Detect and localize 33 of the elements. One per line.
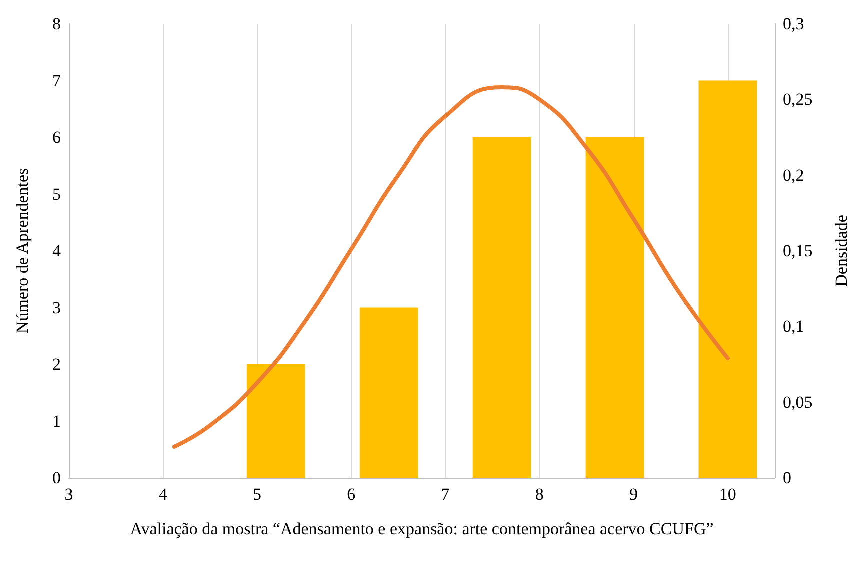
bar bbox=[472, 138, 532, 478]
bar bbox=[360, 308, 418, 478]
y2-tick-label: 0,1 bbox=[783, 317, 804, 336]
y2-tick-label: 0,25 bbox=[783, 90, 813, 110]
y2-tick-label: 0,15 bbox=[783, 242, 813, 260]
bar bbox=[246, 364, 306, 478]
x-tick-label: 7 bbox=[441, 485, 450, 504]
y2-tick-label: 0 bbox=[783, 468, 792, 488]
x-tick-label: 5 bbox=[253, 485, 262, 504]
x-tick-label: 9 bbox=[630, 485, 638, 504]
bar bbox=[586, 138, 644, 478]
y-axis-title: Número de Aprendentes bbox=[13, 168, 32, 334]
line-series bbox=[172, 86, 730, 449]
y-tick-label: 2 bbox=[52, 355, 61, 374]
x-tick-label: 10 bbox=[719, 485, 736, 504]
y-tick-label: 0 bbox=[52, 468, 61, 488]
bar bbox=[698, 80, 758, 478]
y2-tick-label: 0,05 bbox=[783, 392, 813, 412]
x-tick-label: 6 bbox=[347, 485, 356, 504]
x-tick-label: 3 bbox=[64, 485, 74, 504]
x-tick-label: 4 bbox=[158, 485, 168, 504]
y-tick-label: 4 bbox=[52, 242, 62, 260]
x-tick-label: 8 bbox=[535, 485, 544, 504]
y2-axis-title: Densidade bbox=[832, 215, 851, 287]
y-tick-label: 5 bbox=[52, 184, 61, 204]
y-tick-label: 7 bbox=[52, 71, 62, 90]
y-tick-label: 1 bbox=[52, 412, 61, 431]
y-tick-label: 6 bbox=[52, 128, 61, 147]
y-tick-label: 3 bbox=[52, 298, 61, 318]
y2-tick-label: 0,3 bbox=[783, 14, 804, 34]
y-tick-label: 8 bbox=[52, 14, 61, 34]
y2-tick-label: 0,2 bbox=[783, 166, 804, 185]
x-axis-title: Avaliação da mostra “Adensamento e expansão: arte contemporânea acervo CCUFG” bbox=[130, 520, 714, 538]
